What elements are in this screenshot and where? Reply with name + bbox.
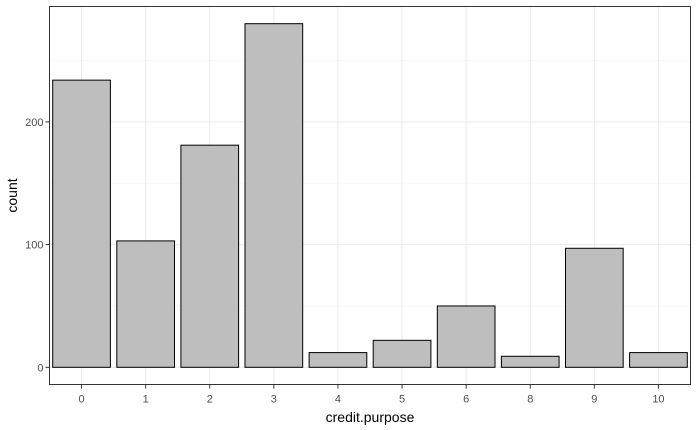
x-tick-label: 9 xyxy=(591,394,597,406)
x-tick-label: 6 xyxy=(463,394,469,406)
bar xyxy=(629,352,688,368)
panel-border xyxy=(49,6,691,385)
x-tick-label: 2 xyxy=(207,394,213,406)
x-tick-label: 4 xyxy=(335,394,341,406)
bar xyxy=(180,144,240,368)
x-tick-label: 0 xyxy=(78,394,84,406)
axes: 0 100 200 0 1 2 3 4 5 6 8 9 10 xyxy=(25,117,664,406)
x-tick-label: 5 xyxy=(399,394,405,406)
bar xyxy=(372,339,432,368)
bar xyxy=(500,355,560,368)
x-tick-label: 8 xyxy=(527,394,533,406)
y-tick-label: 200 xyxy=(25,117,43,129)
y-tick-label: 100 xyxy=(25,240,43,252)
bar xyxy=(116,240,175,368)
y-tick-label: 0 xyxy=(37,362,43,374)
bar xyxy=(244,23,304,368)
bar xyxy=(436,305,496,368)
x-tick-label: 3 xyxy=(271,394,277,406)
x-axis-title: credit.purpose xyxy=(326,409,415,425)
x-tick-label: 1 xyxy=(143,394,149,406)
x-tick-label: 10 xyxy=(652,394,664,406)
bar xyxy=(565,247,624,368)
bar xyxy=(308,352,368,368)
y-axis-title: count xyxy=(4,178,20,212)
bars xyxy=(52,23,688,368)
bar xyxy=(52,79,111,368)
